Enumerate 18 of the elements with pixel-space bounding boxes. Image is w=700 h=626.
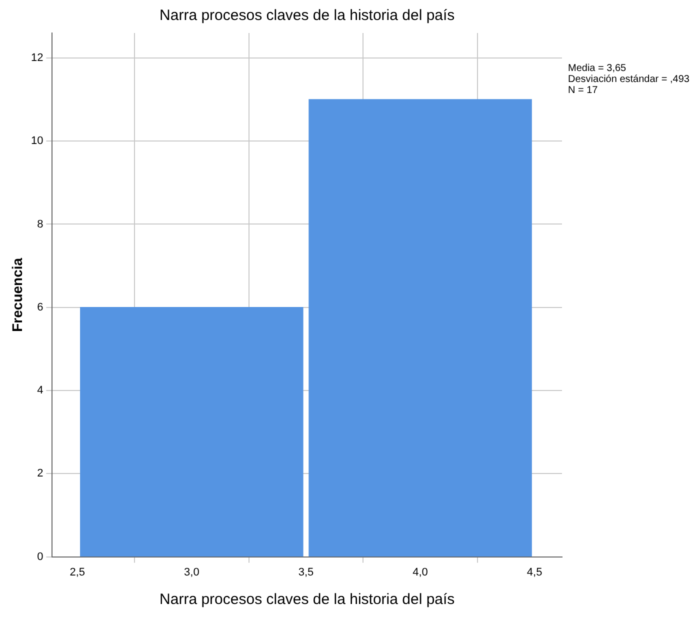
y-tick-label: 0 bbox=[37, 550, 44, 563]
y-tick-label: 4 bbox=[37, 384, 44, 397]
chart-title: Narra procesos claves de la historia del país bbox=[160, 7, 455, 24]
y-tick-label: 8 bbox=[37, 218, 44, 230]
x-tick-label: 4,5 bbox=[526, 566, 542, 578]
y-tick-label: 12 bbox=[30, 52, 44, 64]
x-tick-label: 3,0 bbox=[184, 566, 200, 578]
y-tick-label: 6 bbox=[37, 301, 44, 314]
y-axis-title: Frecuencia bbox=[8, 258, 25, 332]
x-tick-label: 2,5 bbox=[70, 566, 86, 578]
y-tick-label: 10 bbox=[30, 135, 44, 148]
text: N = 17 bbox=[568, 84, 598, 96]
x-tick-label: 4,0 bbox=[412, 566, 428, 578]
x-axis-title: Narra procesos claves de la historia del país bbox=[160, 591, 455, 608]
y-tick-label: 2 bbox=[37, 468, 44, 480]
x-tick-label: 3,5 bbox=[298, 566, 314, 578]
text: Media = 3,65 bbox=[568, 62, 627, 74]
text: Desviación estándar = ,493 bbox=[568, 74, 690, 85]
